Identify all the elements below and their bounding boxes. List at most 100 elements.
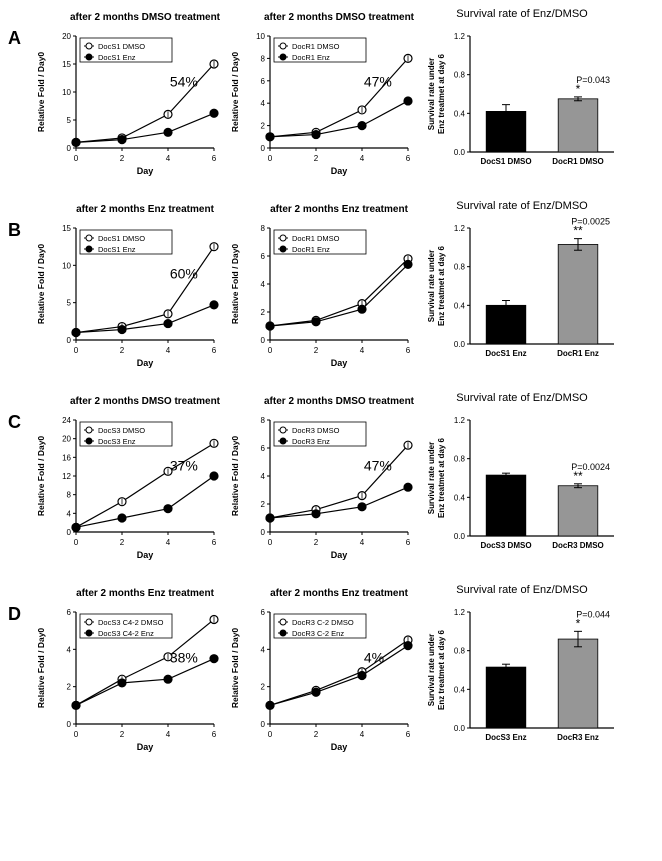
- svg-text:2: 2: [120, 154, 125, 163]
- panel-letter: B: [8, 200, 32, 241]
- svg-text:DocR1 DMSO: DocR1 DMSO: [292, 234, 340, 243]
- svg-text:0.0: 0.0: [454, 532, 466, 541]
- svg-text:0.4: 0.4: [454, 109, 466, 118]
- svg-text:6: 6: [212, 538, 217, 547]
- svg-text:after 2 months DMSO treatment: after 2 months DMSO treatment: [264, 396, 415, 407]
- svg-text:after 2 months Enz treatment: after 2 months Enz treatment: [76, 588, 214, 599]
- svg-text:0.4: 0.4: [454, 493, 466, 502]
- svg-text:20: 20: [62, 32, 71, 41]
- svg-text:6: 6: [212, 730, 217, 739]
- line-chart-right: after 2 months DMSO treatment02468100246…: [226, 8, 416, 178]
- svg-text:DocR3 DMSO: DocR3 DMSO: [552, 541, 604, 550]
- svg-text:4: 4: [261, 645, 266, 654]
- svg-text:0: 0: [268, 154, 273, 163]
- svg-text:0: 0: [268, 346, 273, 355]
- svg-text:2: 2: [261, 683, 266, 692]
- bar-chart: 0.00.40.81.2Survival rate underEnz treat…: [420, 214, 620, 384]
- svg-text:6: 6: [406, 538, 411, 547]
- panel-row-A: Aafter 2 months DMSO treatment0510152002…: [8, 8, 654, 192]
- svg-text:4: 4: [166, 730, 171, 739]
- svg-text:DocS1 DMSO: DocS1 DMSO: [98, 234, 145, 243]
- line-chart-right: after 2 months Enz treatment024680246Day…: [226, 200, 416, 370]
- svg-text:2: 2: [314, 154, 319, 163]
- panel-letter: C: [8, 392, 32, 433]
- svg-text:DocS1 Enz: DocS1 Enz: [485, 349, 526, 358]
- svg-text:DocR1 DMSO: DocR1 DMSO: [552, 157, 604, 166]
- svg-text:0.0: 0.0: [454, 340, 466, 349]
- svg-text:1.2: 1.2: [454, 608, 466, 617]
- svg-text:DocS3 Enz: DocS3 Enz: [98, 437, 136, 446]
- svg-text:DocS3 DMSO: DocS3 DMSO: [98, 426, 145, 435]
- svg-text:Survival rate under: Survival rate under: [427, 442, 436, 514]
- svg-text:0: 0: [261, 528, 266, 537]
- bar-super-title: Survival rate of Enz/DMSO: [456, 8, 587, 20]
- svg-text:DocS3 C4-2 Enz: DocS3 C4-2 Enz: [98, 629, 154, 638]
- svg-text:6: 6: [67, 608, 72, 617]
- line-chart-right: after 2 months Enz treatment02460246DayR…: [226, 584, 416, 754]
- svg-text:4: 4: [360, 154, 365, 163]
- svg-text:0: 0: [74, 346, 79, 355]
- svg-text:2: 2: [261, 500, 266, 509]
- svg-text:Day: Day: [137, 742, 154, 752]
- svg-text:P=0.044: P=0.044: [576, 609, 610, 619]
- svg-text:10: 10: [62, 88, 71, 97]
- svg-text:4: 4: [67, 645, 72, 654]
- svg-text:37%: 37%: [170, 457, 198, 473]
- svg-text:Day: Day: [331, 166, 348, 176]
- svg-text:Relative Fold / Day0: Relative Fold / Day0: [36, 244, 46, 325]
- svg-text:0: 0: [261, 720, 266, 729]
- svg-text:4%: 4%: [364, 649, 384, 665]
- svg-text:8: 8: [67, 491, 72, 500]
- svg-text:0.8: 0.8: [454, 263, 466, 272]
- svg-text:DocR3 Enz: DocR3 Enz: [292, 437, 330, 446]
- svg-text:2: 2: [314, 346, 319, 355]
- svg-text:DocS3 Enz: DocS3 Enz: [485, 733, 526, 742]
- svg-text:38%: 38%: [170, 649, 198, 665]
- svg-text:2: 2: [314, 730, 319, 739]
- svg-text:Relative Fold / Day0: Relative Fold / Day0: [36, 52, 46, 133]
- svg-text:Day: Day: [331, 742, 348, 752]
- svg-text:4: 4: [166, 346, 171, 355]
- svg-text:6: 6: [406, 346, 411, 355]
- svg-text:47%: 47%: [364, 457, 392, 473]
- figure-root: Aafter 2 months DMSO treatment0510152002…: [8, 8, 654, 768]
- svg-text:P=0.0025: P=0.0025: [571, 217, 610, 227]
- svg-text:Relative Fold / Day0: Relative Fold / Day0: [36, 628, 46, 709]
- svg-text:24: 24: [62, 416, 71, 425]
- svg-text:4: 4: [67, 509, 72, 518]
- svg-text:6: 6: [261, 252, 266, 261]
- svg-text:after 2 months Enz treatment: after 2 months Enz treatment: [270, 588, 408, 599]
- svg-text:Relative Fold / Day0: Relative Fold / Day0: [230, 52, 240, 133]
- svg-text:after 2 months DMSO treatment: after 2 months DMSO treatment: [70, 12, 221, 23]
- svg-text:6: 6: [261, 77, 266, 86]
- svg-text:6: 6: [406, 730, 411, 739]
- svg-text:47%: 47%: [364, 73, 392, 89]
- svg-text:Relative Fold / Day0: Relative Fold / Day0: [230, 628, 240, 709]
- line-chart-left: after 2 months DMSO treatment04812162024…: [32, 392, 222, 562]
- svg-text:DocR3 DMSO: DocR3 DMSO: [292, 426, 340, 435]
- svg-text:10: 10: [256, 32, 265, 41]
- svg-text:Relative Fold / Day0: Relative Fold / Day0: [230, 436, 240, 517]
- svg-text:Relative Fold / Day0: Relative Fold / Day0: [36, 436, 46, 517]
- svg-text:Day: Day: [137, 358, 154, 368]
- svg-text:0.8: 0.8: [454, 647, 466, 656]
- svg-text:after 2 months Enz treatment: after 2 months Enz treatment: [76, 204, 214, 215]
- svg-text:0: 0: [261, 144, 266, 153]
- svg-text:P=0.043: P=0.043: [576, 75, 610, 85]
- svg-text:4: 4: [360, 346, 365, 355]
- svg-text:DocS1 Enz: DocS1 Enz: [98, 245, 136, 254]
- svg-text:0: 0: [268, 538, 273, 547]
- svg-text:DocS1 Enz: DocS1 Enz: [98, 53, 136, 62]
- svg-text:Enz treatmet at day 6: Enz treatmet at day 6: [437, 245, 446, 326]
- bar-super-title: Survival rate of Enz/DMSO: [456, 584, 587, 596]
- svg-text:1.2: 1.2: [454, 32, 466, 41]
- svg-text:2: 2: [261, 308, 266, 317]
- svg-text:6: 6: [406, 154, 411, 163]
- svg-text:2: 2: [120, 730, 125, 739]
- svg-text:6: 6: [261, 608, 266, 617]
- svg-text:54%: 54%: [170, 73, 198, 89]
- svg-text:0: 0: [67, 528, 72, 537]
- svg-text:2: 2: [120, 538, 125, 547]
- svg-text:0.0: 0.0: [454, 724, 466, 733]
- svg-text:2: 2: [67, 683, 72, 692]
